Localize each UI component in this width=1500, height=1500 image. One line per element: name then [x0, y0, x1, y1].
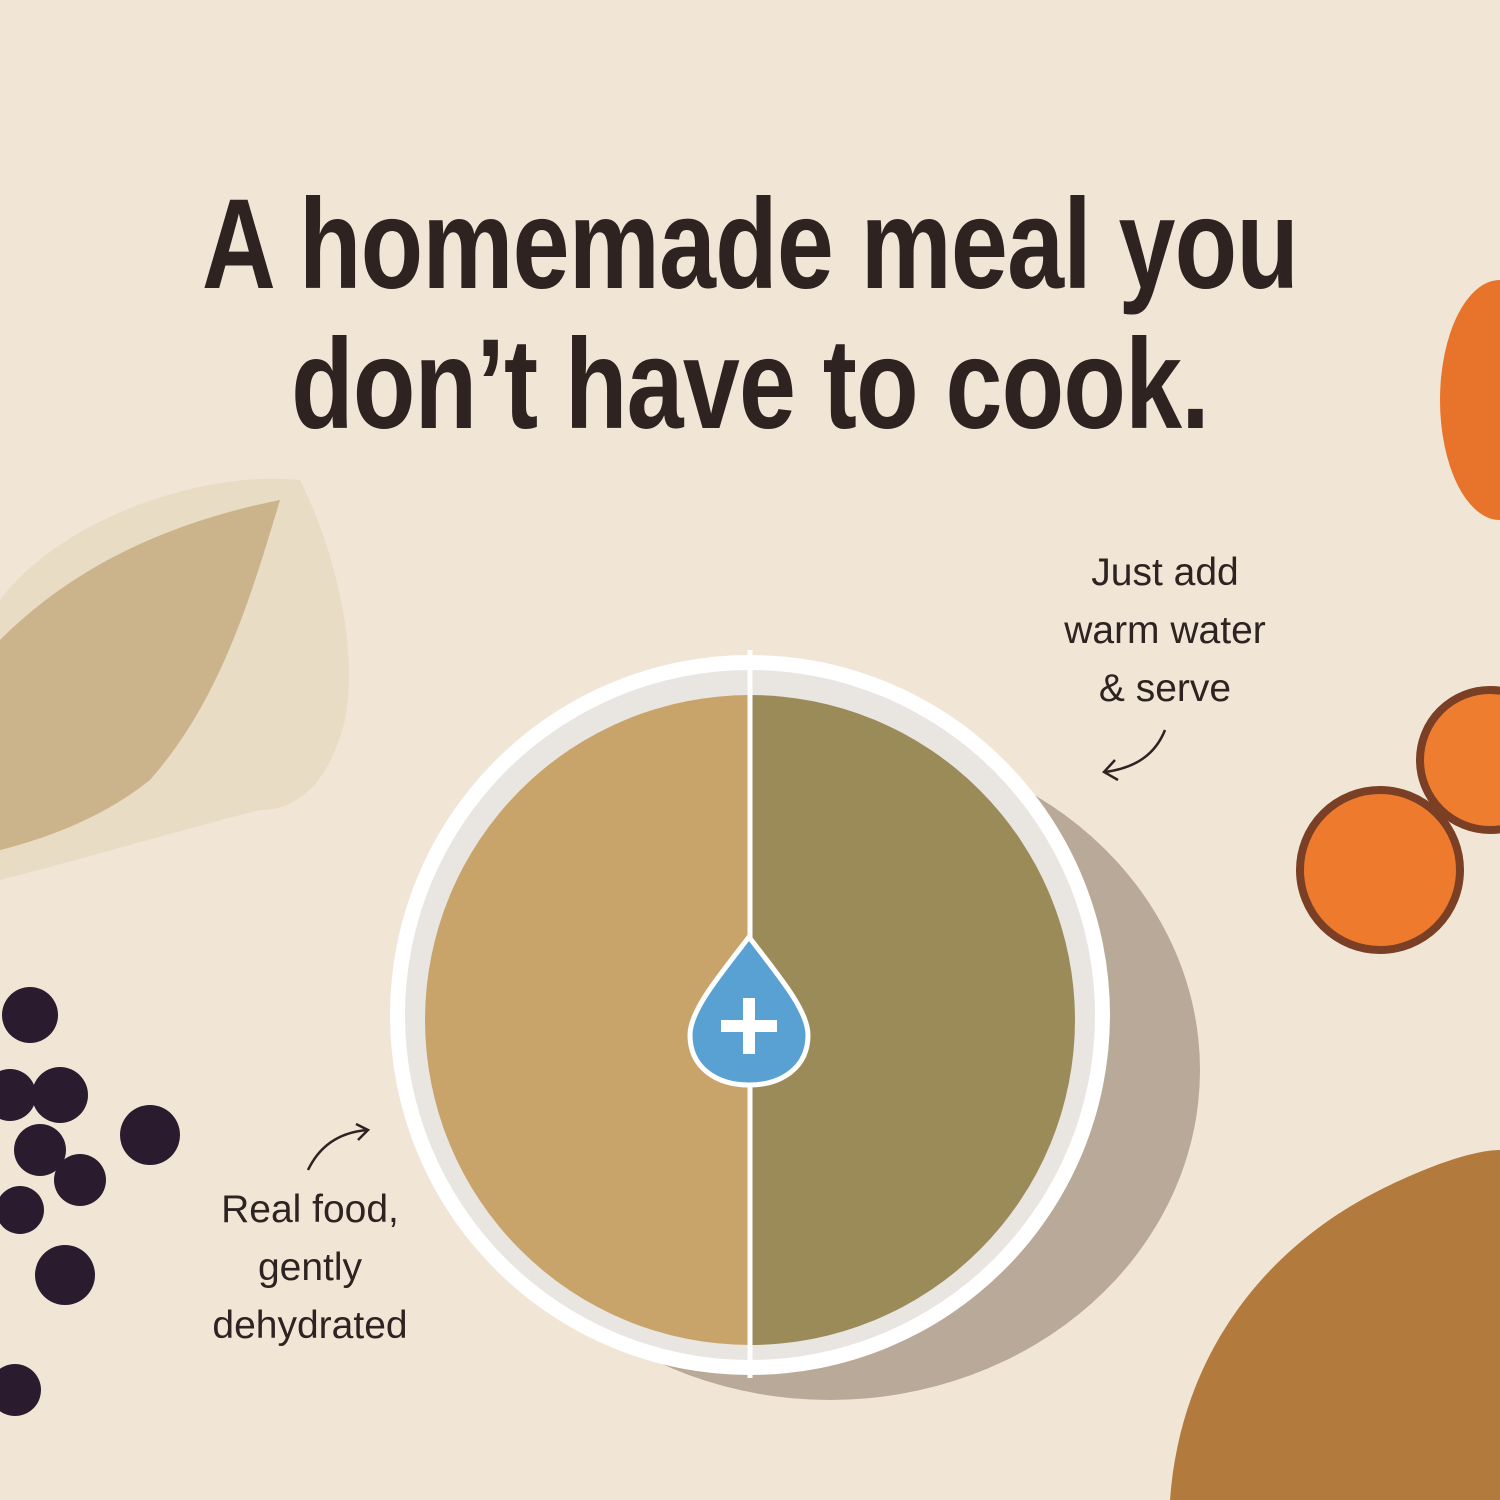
water-drop-plus-icon: [687, 932, 811, 1088]
annotation-line: Just add: [1091, 551, 1239, 594]
headline: A homemade meal you don’t have to cook.: [0, 175, 1500, 455]
annotation-real-food: Real food, gently dehydrated: [170, 1181, 450, 1355]
sweet-potato-slice: [1296, 786, 1464, 954]
annotation-line: dehydrated: [212, 1304, 408, 1347]
arrow-icon: [1102, 729, 1167, 782]
blueberries: [0, 987, 180, 1416]
fish-sear: [0, 500, 280, 850]
annotation-line: gently: [257, 1246, 363, 1289]
arrow-icon: [306, 1122, 371, 1171]
sweet-potato-top: [1440, 280, 1500, 520]
annotation-line: Real food,: [221, 1188, 399, 1231]
chicken: [1170, 1150, 1500, 1500]
headline-line-2: don’t have to cook.: [291, 313, 1210, 456]
annotation-line: warm water: [1064, 609, 1266, 652]
annotation-line: & serve: [1098, 667, 1232, 710]
sweet-potato-slice: [1416, 686, 1500, 834]
annotation-add-water: Just add warm water & serve: [1030, 544, 1300, 718]
headline-line-1: A homemade meal you: [201, 173, 1299, 316]
